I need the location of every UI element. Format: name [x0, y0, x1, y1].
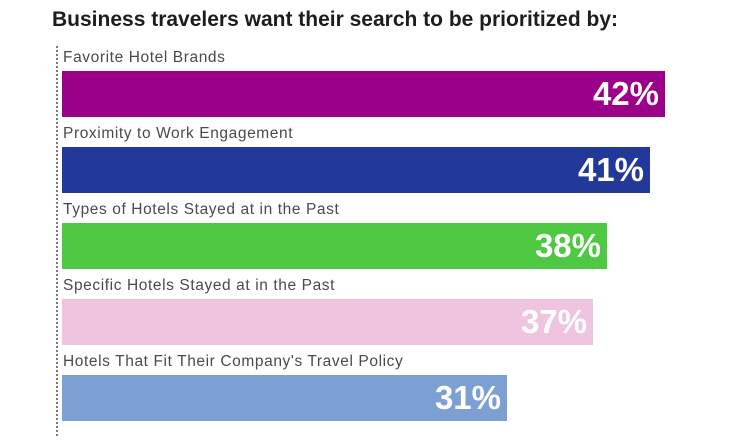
bar-row: Proximity to Work Engagement 41% — [62, 125, 722, 195]
bar-label: Hotels That Fit Their Company's Travel P… — [63, 353, 404, 370]
bar-value-label: 31% — [434, 379, 501, 416]
axis-line — [56, 46, 58, 436]
bar-label: Proximity to Work Engagement — [63, 125, 294, 142]
bar — [62, 147, 650, 193]
bar-row: Specific Hotels Stayed at in the Past 37% — [62, 277, 722, 347]
bar — [62, 299, 593, 345]
bar-row: Types of Hotels Stayed at in the Past 38% — [62, 201, 722, 271]
chart-title: Business travelers want their search to … — [52, 8, 619, 31]
bar-value-label: 42% — [592, 75, 659, 112]
bar — [62, 223, 607, 269]
bar-label: Specific Hotels Stayed at in the Past — [63, 277, 336, 294]
bar-value-label: 37% — [520, 303, 587, 340]
bar — [62, 71, 665, 117]
bar-value-label: 41% — [577, 151, 644, 188]
bar-row: Hotels That Fit Their Company's Travel P… — [62, 353, 722, 423]
bar-value-label: 38% — [534, 227, 601, 264]
bar — [62, 375, 507, 421]
bar-label: Favorite Hotel Brands — [63, 49, 226, 66]
bar-label: Types of Hotels Stayed at in the Past — [63, 201, 340, 218]
bar-row: Favorite Hotel Brands 42% — [62, 49, 722, 119]
